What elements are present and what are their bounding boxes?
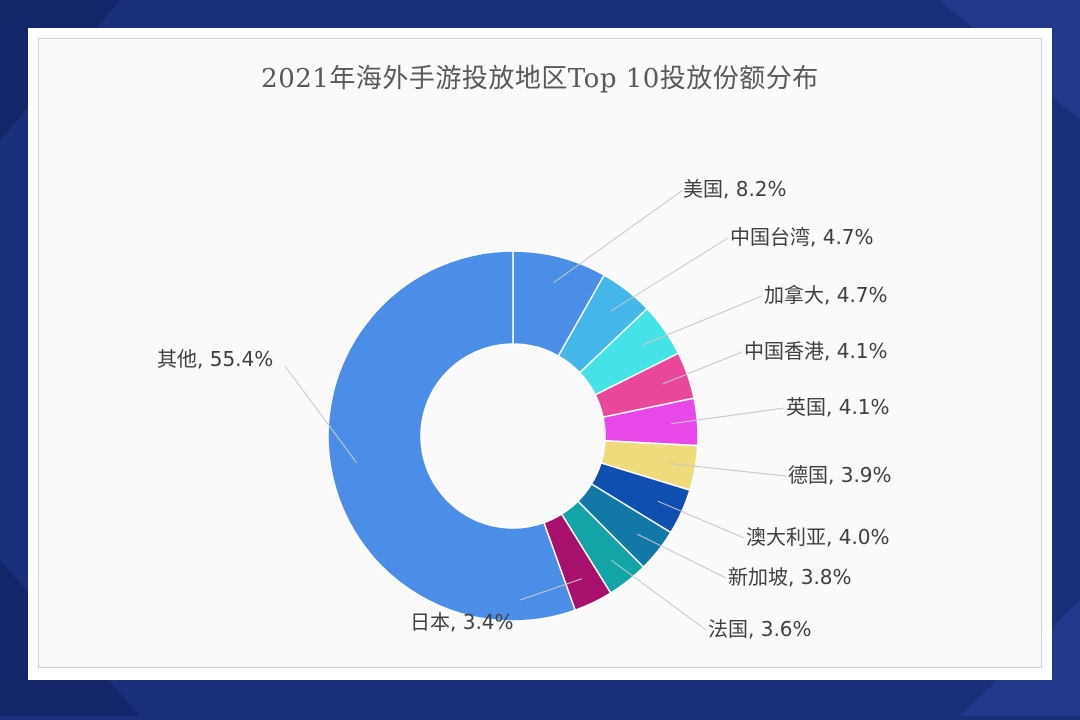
slice-label-3: 加拿大, 4.7% <box>764 283 888 307</box>
slice-label-9: 法国, 3.6% <box>708 617 812 641</box>
labels-group: 美国, 8.2% 中国台湾, 4.7% 加拿大, 4.7% 中国香港, 4.1% 英国,… <box>157 177 892 641</box>
leader-line-8 <box>637 533 727 579</box>
leader-line-3 <box>642 295 763 346</box>
leader-line-6 <box>669 463 787 477</box>
leader-line-7 <box>657 500 745 539</box>
leader-line-5 <box>670 407 785 425</box>
leader-line-2 <box>610 237 729 312</box>
leader-line-4 <box>662 351 743 385</box>
chart-title: 2021年海外手游投放地区Top 10投放份额分布 <box>261 64 819 94</box>
slice-label-8: 新加坡, 3.8% <box>728 565 852 589</box>
slices-group <box>327 250 699 622</box>
slice-label-5: 英国, 4.1% <box>786 395 890 419</box>
slice-label-1: 美国, 8.2% <box>683 177 787 201</box>
donut-slice-11 <box>327 250 577 622</box>
leader-line-10 <box>519 578 583 601</box>
leader-line-11 <box>284 365 358 464</box>
slice-label-7: 澳大利亚, 4.0% <box>746 525 890 549</box>
slice-label-11: 其他, 55.4% <box>157 347 273 371</box>
leader-lines-group <box>284 189 787 631</box>
slice-label-10: 日本, 3.4% <box>410 610 514 634</box>
slice-label-6: 德国, 3.9% <box>788 463 892 487</box>
slice-label-2: 中国台湾, 4.7% <box>730 225 874 249</box>
leader-line-9 <box>611 559 707 631</box>
slice-label-4: 中国香港, 4.1% <box>744 339 888 363</box>
leader-line-1 <box>553 189 684 284</box>
